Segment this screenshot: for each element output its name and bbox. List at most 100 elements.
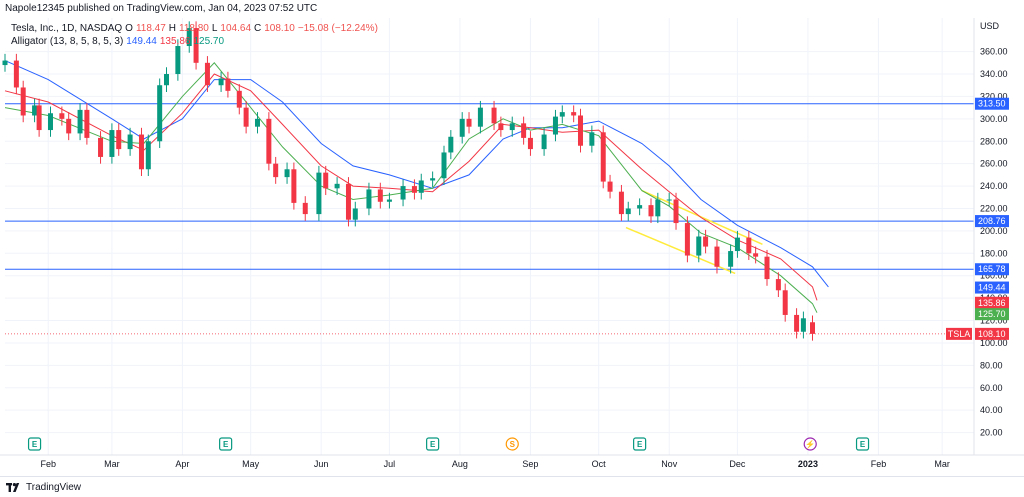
candle bbox=[204, 62, 210, 86]
y-tick-label: 240.00 bbox=[980, 181, 1008, 191]
x-tick-label: Jul bbox=[384, 459, 396, 469]
event-marker-split[interactable]: S bbox=[505, 437, 519, 451]
alligator-label[interactable]: Alligator (13, 8, 5, 8, 5, 3) bbox=[11, 36, 124, 47]
candle bbox=[714, 246, 720, 267]
x-tick-label: Nov bbox=[661, 459, 678, 469]
event-glyph: E bbox=[430, 440, 436, 449]
level-badge: 208.76 bbox=[975, 215, 1009, 228]
candle bbox=[36, 105, 42, 131]
y-tick-label: 300.00 bbox=[980, 114, 1008, 124]
symbol-tag-bg bbox=[946, 327, 972, 340]
alligator-jaw-value: 149.44 bbox=[126, 36, 157, 47]
change-value: −15.08 (−12.24%) bbox=[297, 23, 378, 34]
candle bbox=[193, 28, 199, 63]
teeth-badge: 135.86 bbox=[975, 296, 1009, 309]
y-tick-label: 40.00 bbox=[980, 405, 1003, 415]
alligator-teeth-value: 135.86 bbox=[159, 36, 191, 47]
candle bbox=[66, 118, 72, 134]
candle bbox=[32, 105, 38, 116]
candle bbox=[77, 109, 83, 134]
candle bbox=[2, 60, 8, 66]
y-tick-label: 220.00 bbox=[980, 203, 1008, 213]
y-tick-label: 280.00 bbox=[980, 136, 1008, 146]
candle bbox=[746, 237, 752, 254]
candle bbox=[589, 132, 595, 146]
candle bbox=[400, 186, 406, 200]
event-icon bbox=[803, 437, 817, 451]
candle bbox=[728, 251, 734, 267]
candle bbox=[47, 113, 53, 131]
symbol-tag-text: TSLA bbox=[948, 329, 971, 339]
event-marker-earnings[interactable]: E bbox=[27, 437, 42, 451]
lips-badge-text: 125.70 bbox=[978, 309, 1006, 319]
x-tick-label: Sep bbox=[522, 459, 538, 469]
candle bbox=[352, 208, 358, 220]
y-tick-label: 80.00 bbox=[980, 360, 1003, 370]
x-tick-label: Apr bbox=[175, 459, 189, 469]
x-tick-label: Mar bbox=[934, 459, 950, 469]
jaw-badge: 149.44 bbox=[975, 281, 1009, 294]
event-glyph: E bbox=[860, 440, 866, 449]
candle bbox=[218, 78, 224, 86]
candle bbox=[84, 109, 90, 138]
ohlc-row: Tesla, Inc., 1D, NASDAQ O 118.47 H 118.80 … bbox=[11, 22, 378, 35]
earnings-icon bbox=[633, 437, 647, 451]
candle bbox=[20, 87, 26, 116]
event-marker-earnings[interactable]: E bbox=[219, 437, 233, 451]
price-chart[interactable]: USD20.0040.0060.0080.00100.00120.00140.0… bbox=[0, 0, 1024, 476]
event-glyph: S bbox=[510, 440, 516, 449]
candle bbox=[509, 123, 515, 131]
candle bbox=[782, 290, 788, 315]
y-tick-label: 340.00 bbox=[980, 69, 1008, 79]
tradingview-logo[interactable]: TradingView bbox=[6, 482, 81, 493]
candle bbox=[541, 134, 547, 150]
last-price-badge-bg bbox=[975, 327, 1009, 340]
tradingview-brand: TradingView bbox=[26, 482, 82, 493]
currency-label: USD bbox=[980, 21, 1000, 31]
candle bbox=[459, 118, 465, 137]
earnings-icon bbox=[27, 437, 42, 451]
candle bbox=[225, 78, 231, 91]
last-price-badge: 108.10 bbox=[975, 327, 1009, 340]
candle bbox=[577, 115, 583, 146]
low-value: 104.64 bbox=[220, 23, 252, 34]
candle bbox=[236, 90, 242, 108]
candle bbox=[734, 237, 740, 252]
symbol-description[interactable]: Tesla, Inc., 1D, NASDAQ bbox=[11, 23, 123, 34]
candle bbox=[59, 113, 65, 119]
candle bbox=[441, 152, 447, 179]
candle bbox=[666, 199, 672, 201]
x-tick-label: Feb bbox=[871, 459, 887, 469]
candle bbox=[673, 199, 679, 224]
earnings-icon bbox=[219, 437, 233, 451]
teeth-badge-text: 135.86 bbox=[978, 298, 1006, 308]
footer: TradingView bbox=[0, 476, 1024, 497]
candle bbox=[764, 256, 770, 280]
candle bbox=[109, 130, 115, 157]
candle bbox=[157, 85, 163, 142]
candle bbox=[377, 189, 383, 202]
event-marker-event[interactable]: ⚡ bbox=[803, 437, 817, 451]
candle bbox=[411, 186, 417, 193]
alligator-row: Alligator (13, 8, 5, 8, 5, 3) 149.44 135… bbox=[11, 35, 378, 48]
level-badge-bg bbox=[975, 263, 1009, 276]
candle bbox=[366, 189, 372, 209]
candle bbox=[625, 208, 631, 215]
event-marker-earnings[interactable]: E bbox=[855, 437, 870, 451]
trend-channel bbox=[625, 189, 763, 275]
candle bbox=[655, 199, 661, 217]
candle bbox=[775, 279, 781, 291]
x-tick-label: Jun bbox=[314, 459, 329, 469]
split-icon bbox=[505, 437, 519, 451]
alligator-teeth-line bbox=[4, 73, 818, 301]
candle bbox=[164, 74, 169, 86]
alligator-lips-line bbox=[4, 62, 818, 313]
event-marker-earnings[interactable]: E bbox=[426, 437, 440, 451]
lips-badge-bg bbox=[975, 308, 1009, 321]
candle bbox=[334, 183, 340, 189]
event-marker-earnings[interactable]: E bbox=[633, 437, 647, 451]
candle bbox=[552, 116, 558, 135]
x-tick-label: May bbox=[242, 459, 260, 469]
alligator-jaw-line bbox=[4, 60, 829, 288]
candle bbox=[521, 123, 527, 138]
